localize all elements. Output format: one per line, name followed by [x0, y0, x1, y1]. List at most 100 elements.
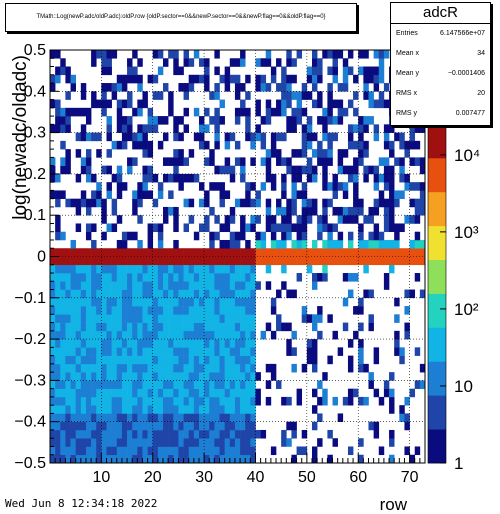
heatmap-cell — [234, 405, 241, 414]
heatmap-cell — [70, 289, 76, 299]
heatmap-cell — [142, 124, 148, 133]
heatmap-cell — [198, 322, 205, 332]
heatmap-cell — [168, 405, 174, 414]
heatmap-cell — [296, 223, 303, 233]
heatmap-cell — [265, 107, 272, 117]
heatmap-cell — [101, 421, 107, 431]
heatmap-cell — [250, 273, 256, 282]
heatmap-cell — [116, 446, 123, 456]
heatmap-cell — [70, 281, 76, 290]
heatmap-cell — [137, 372, 143, 381]
heatmap-cell — [65, 355, 71, 365]
heatmap-cell — [209, 429, 215, 439]
heatmap-cell — [85, 289, 92, 299]
stats-row-entries: Entries 6.147566e+07 — [391, 24, 490, 44]
heatmap-cell — [70, 297, 76, 307]
heatmap-cell — [373, 173, 380, 183]
heatmap-cell — [80, 380, 87, 389]
heatmap-cell — [322, 149, 328, 158]
heatmap-cell — [137, 380, 143, 389]
heatmap-cell — [91, 363, 97, 373]
heatmap-cell — [65, 124, 71, 133]
heatmap-cell — [317, 140, 323, 150]
heatmap-cell — [147, 223, 154, 233]
heatmap-cell — [368, 165, 374, 175]
heatmap-cell — [142, 281, 148, 290]
heatmap-cell — [96, 322, 102, 332]
heatmap-cell — [347, 239, 354, 249]
heatmap-cell — [229, 339, 236, 348]
heatmap-cell — [214, 314, 220, 323]
heatmap-cell — [121, 405, 128, 414]
heatmap-cell — [96, 380, 102, 389]
heatmap-cell — [132, 314, 138, 323]
heatmap-cell — [106, 314, 112, 323]
heatmap-cell — [378, 50, 385, 59]
heatmap-cell — [65, 289, 71, 299]
heatmap-cell — [265, 83, 272, 92]
heatmap-cell — [65, 380, 71, 389]
heatmap-cell — [121, 239, 128, 249]
heatmap-cell — [193, 380, 200, 389]
heatmap-cell — [327, 198, 333, 208]
heatmap-cell — [240, 339, 246, 348]
heatmap-cell — [317, 330, 323, 340]
heatmap-cell — [234, 157, 241, 166]
heatmap-cell — [80, 91, 87, 100]
heatmap-cell — [353, 198, 359, 208]
heatmap-cell — [121, 99, 128, 109]
heatmap-cell — [270, 239, 277, 249]
heatmap-cell — [101, 322, 107, 332]
heatmap-cell — [157, 339, 164, 348]
heatmap-cell — [327, 83, 333, 92]
heatmap-cell — [363, 264, 369, 274]
heatmap-cell — [65, 116, 71, 125]
heatmap-cell — [250, 264, 256, 274]
heatmap-cell — [85, 281, 92, 290]
heatmap-cell — [204, 396, 210, 406]
heatmap-cell — [291, 429, 297, 439]
heatmap-cell — [368, 239, 374, 249]
heatmap-cell — [121, 182, 128, 191]
heatmap-cell — [250, 256, 256, 266]
heatmap-cell — [317, 231, 323, 241]
heatmap-cell — [132, 372, 138, 381]
heatmap-cell — [234, 429, 241, 439]
heatmap-cell — [286, 50, 292, 59]
palette-tick-label: 10³ — [454, 223, 479, 242]
palette-band — [428, 440, 446, 453]
heatmap-cell — [127, 446, 133, 456]
heatmap-cell — [50, 363, 56, 373]
heatmap-cell — [127, 157, 133, 166]
heatmap-cell — [70, 405, 76, 414]
heatmap-cell — [132, 256, 138, 266]
heatmap-cell — [106, 99, 112, 109]
y-tick-label: −0.4 — [14, 414, 46, 431]
heatmap-cell — [224, 396, 231, 406]
heatmap-cell — [317, 248, 323, 257]
heatmap-cell — [229, 454, 236, 464]
heatmap-cell — [332, 132, 338, 142]
heatmap-cell — [152, 454, 159, 464]
heatmap-cell — [419, 165, 426, 175]
heatmap-cell — [91, 256, 97, 266]
heatmap-cell — [363, 50, 369, 59]
heatmap-cell — [204, 190, 210, 199]
heatmap-cell — [178, 173, 184, 183]
heatmap-cell — [383, 206, 390, 216]
heatmap-cell — [198, 446, 205, 456]
heatmap-cell — [188, 289, 195, 299]
y-tick-label: 0.3 — [24, 125, 46, 142]
heatmap-cell — [306, 132, 313, 142]
heatmap-cell — [301, 132, 308, 142]
heatmap-cell — [347, 173, 354, 183]
heatmap-cell — [193, 363, 200, 373]
heatmap-cell — [127, 256, 133, 266]
heatmap-cell — [168, 190, 174, 199]
heatmap-cell — [414, 157, 421, 166]
heatmap-cell — [188, 363, 195, 373]
heatmap-cell — [173, 322, 179, 332]
heatmap-cell — [188, 355, 195, 365]
heatmap-cell — [414, 239, 421, 249]
heatmap-cell — [240, 446, 246, 456]
